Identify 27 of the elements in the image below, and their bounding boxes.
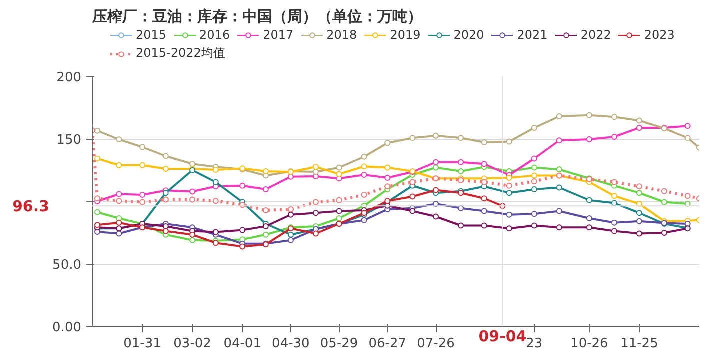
chart-title: 压榨厂：豆油：库存：中国（周）（单位：万吨） <box>92 8 422 26</box>
legend-label: 2021 <box>517 29 548 42</box>
legend-label: 2019 <box>390 29 421 42</box>
legend-label: 2016 <box>200 29 230 42</box>
y-tick-label: 150 <box>56 133 82 148</box>
x-tick-label: 23 <box>526 336 543 352</box>
x-tick-label: 05-29 <box>320 336 358 352</box>
legend-label: 2018 <box>326 29 358 42</box>
x-tick-label: 04-30 <box>272 336 310 352</box>
x-tick-label: 03-02 <box>174 336 212 352</box>
x-tick-label: 04-01 <box>224 336 262 352</box>
legend-label: 2015 <box>136 29 167 42</box>
x-tick-label: 11-25 <box>620 336 658 352</box>
y-tick-label: 0.00 <box>52 320 82 336</box>
x-tick-label: 07-26 <box>417 336 455 352</box>
legend-label: 2015-2022均值 <box>136 45 226 62</box>
y-tick-label: 200 <box>56 70 82 86</box>
ref-line-label: 96.3 <box>12 198 50 216</box>
legend-label: 2023 <box>644 29 675 42</box>
legend-label: 2017 <box>263 29 294 42</box>
x-tick-label: 01-31 <box>124 336 162 352</box>
y-tick-label: 50.0 <box>52 258 82 273</box>
x-tick-label: 10-26 <box>570 336 608 352</box>
x-tick-label: 06-27 <box>368 336 407 352</box>
legend-label: 2022 <box>580 29 612 42</box>
ref-line-label: 09-04 <box>478 328 527 346</box>
legend-label: 2020 <box>454 29 484 42</box>
